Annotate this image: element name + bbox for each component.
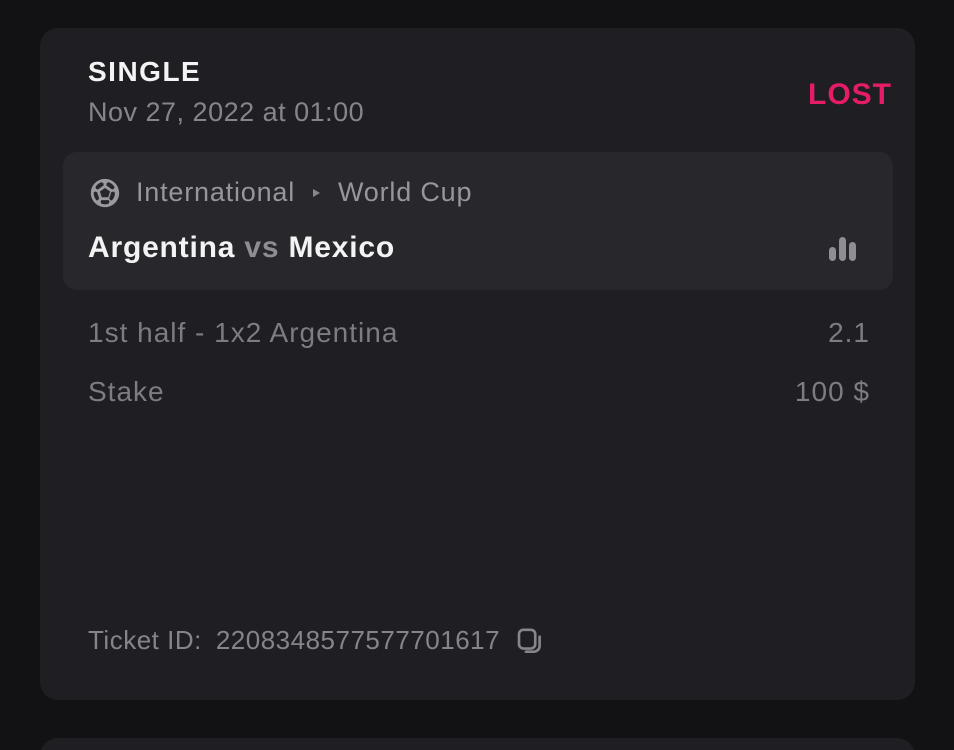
ticket-header: SINGLE Nov 27, 2022 at 01:00 LOST [63,55,893,128]
copy-icon[interactable] [514,626,544,656]
stake-label: Stake [88,375,165,407]
bet-ticket-card[interactable]: SINGLE Nov 27, 2022 at 01:00 LOST Intern… [40,28,915,700]
league-category[interactable]: International [136,177,296,208]
selection-odds: 2.1 [828,316,870,348]
stake-value: 100 $ [794,375,870,407]
bet-type-label: SINGLE [88,56,202,87]
home-team: Argentina [88,230,236,264]
ticket-header-left: SINGLE Nov 27, 2022 at 01:00 [88,55,364,128]
spacer [63,408,893,625]
triangle-right-icon [311,186,322,200]
bet-datetime: Nov 27, 2022 at 01:00 [88,96,365,127]
ticket-id-label: Ticket ID: [88,625,202,655]
league-tournament[interactable]: World Cup [338,177,473,208]
match-card[interactable]: International World Cup Argentina vs Mex… [63,151,893,290]
teams-row: Argentina vs Mexico [88,230,867,266]
vs-label: vs [244,230,280,264]
match-title: Argentina vs Mexico [88,231,395,265]
selection-row: 1st half - 1x2 Argentina 2.1 [63,317,893,349]
ticket-id-row: Ticket ID: 2208348577577701617 [63,625,893,656]
status-badge: LOST [808,78,892,112]
soccer-ball-icon [88,176,122,210]
next-ticket-card-partial[interactable] [40,738,915,750]
stake-row: Stake 100 $ [63,376,893,408]
bar-chart-icon[interactable] [817,230,867,266]
ticket-id-value: 2208348577577701617 [215,625,501,655]
league-breadcrumb: International World Cup [88,176,867,210]
selection-label: 1st half - 1x2 Argentina [88,316,399,348]
away-team: Mexico [288,230,395,264]
